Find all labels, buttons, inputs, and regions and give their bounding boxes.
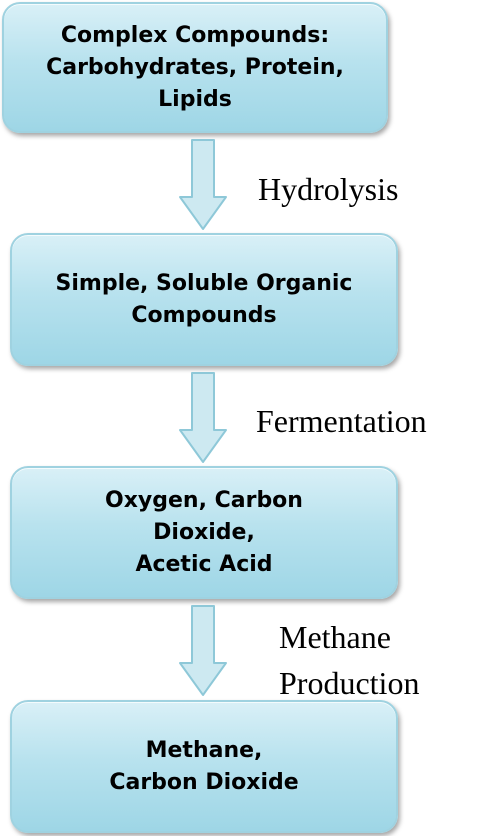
stage-1-line-2: Carbohydrates, Protein,	[46, 54, 344, 80]
stage-complex-compounds-box: Complex Compounds: Carbohydrates, Protei…	[2, 2, 388, 133]
stage-3-line-2: Dioxide,	[153, 519, 255, 545]
down-arrow-icon	[179, 139, 227, 230]
stage-4-line-2: Carbon Dioxide	[109, 769, 299, 795]
stage-3-line-1: Oxygen, Carbon	[105, 487, 303, 513]
stage-1-line-1: Complex Compounds:	[60, 22, 330, 48]
stage-methane-co2-box: Methane, Carbon Dioxide	[10, 700, 398, 833]
step-fermentation-label: Fermentation	[256, 398, 427, 444]
stage-4-line-1: Methane,	[145, 737, 263, 763]
stage-3-line-3: Acetic Acid	[135, 551, 273, 577]
step-3-line-2: Production	[279, 665, 420, 701]
step-2-line-1: Fermentation	[256, 403, 427, 439]
step-hydrolysis-label: Hydrolysis	[258, 166, 398, 212]
step-3-line-1: Methane	[279, 619, 391, 655]
stage-2-line-1: Simple, Soluble Organic	[55, 270, 353, 296]
step-methane-production-label: Methane Production	[279, 614, 419, 706]
down-arrow-icon	[179, 372, 227, 463]
stage-oxygen-co2-acetic-acid-box: Oxygen, Carbon Dioxide, Acetic Acid	[10, 466, 398, 599]
down-arrow-icon	[179, 605, 227, 696]
step-1-line-1: Hydrolysis	[258, 171, 399, 207]
stage-simple-soluble-organic-box: Simple, Soluble Organic Compounds	[10, 233, 398, 366]
stage-2-line-2: Compounds	[131, 302, 277, 328]
stage-1-line-3: Lipids	[158, 86, 232, 112]
